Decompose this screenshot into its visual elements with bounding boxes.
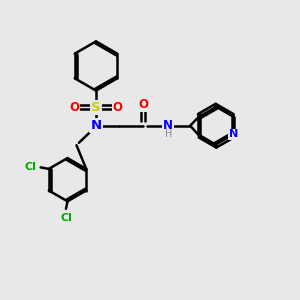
Text: S: S xyxy=(91,100,101,114)
Text: O: O xyxy=(69,100,80,114)
Text: N: N xyxy=(229,129,238,140)
Text: N: N xyxy=(90,119,102,132)
Text: Cl: Cl xyxy=(24,162,36,172)
Text: O: O xyxy=(138,98,148,111)
Text: H: H xyxy=(165,129,172,139)
Text: O: O xyxy=(112,100,123,114)
Text: N: N xyxy=(163,119,173,132)
Text: Cl: Cl xyxy=(60,213,72,223)
